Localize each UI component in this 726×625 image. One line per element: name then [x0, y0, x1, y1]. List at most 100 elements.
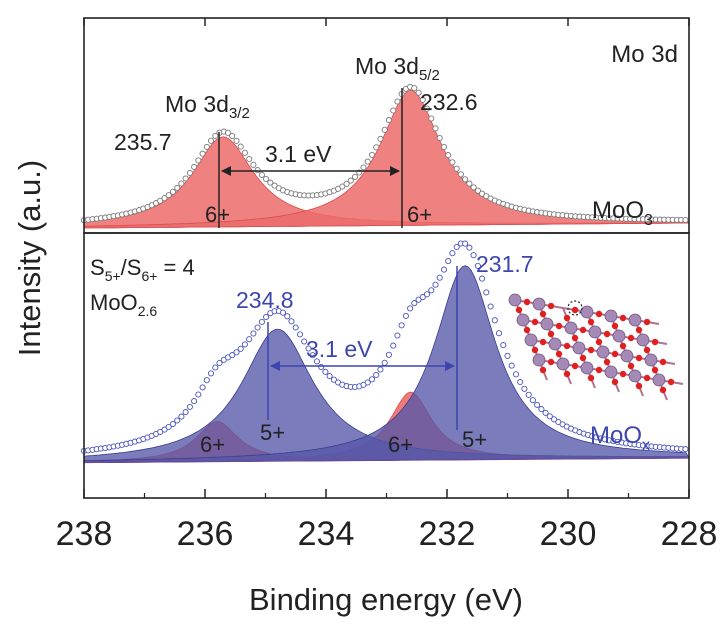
bottom-data-point — [309, 352, 316, 359]
bottom-data-point — [326, 373, 333, 380]
bottom-data-point — [398, 322, 405, 329]
bottom-data-point — [470, 252, 477, 259]
bottom-data-point — [161, 426, 168, 433]
top-data-point — [453, 165, 460, 172]
bottom-data-point — [500, 342, 507, 349]
bottom-data-point — [195, 391, 202, 398]
bottom-peak2-position: 231.7 — [476, 251, 534, 277]
top-data-point — [360, 164, 367, 171]
crystal-molybdenum — [564, 321, 578, 335]
crystal-oxygen — [595, 366, 603, 374]
top-data-point — [373, 144, 380, 151]
bottom-data-point — [390, 342, 397, 349]
bottom-baseline — [83, 457, 690, 464]
bottom-data-point — [385, 351, 392, 358]
crystal-oxygen — [619, 342, 627, 350]
top-splitting-label: 3.1 eV — [265, 141, 332, 167]
top-data-point — [368, 151, 376, 158]
top-data-point — [466, 180, 473, 187]
top-data-point — [199, 150, 206, 157]
crystal-oxygen — [635, 382, 643, 390]
top-data-point — [186, 169, 193, 177]
crystal-oxygen — [579, 354, 587, 362]
top-peak2-position: 232.6 — [420, 89, 478, 115]
top-data-point — [233, 137, 240, 144]
bottom-data-point — [203, 377, 210, 384]
crystal-oxygen — [667, 378, 675, 386]
bottom-data-point — [229, 352, 236, 359]
crystal-oxygen — [643, 346, 651, 354]
crystal-oxygen — [587, 374, 595, 382]
crystal-oxygen — [571, 334, 579, 342]
top-data-point — [436, 134, 443, 142]
x-tick-label: 230 — [540, 515, 597, 553]
bottom-data-point — [322, 368, 329, 375]
crystal-molybdenum — [548, 337, 562, 351]
crystal-molybdenum — [620, 349, 634, 363]
bottom-data-point — [207, 370, 215, 377]
crystal-oxygen — [555, 350, 563, 358]
bottom-data-point — [432, 281, 439, 288]
bottom-data-point — [534, 401, 541, 408]
bottom-peak-fills — [83, 265, 690, 464]
crystal-oxygen — [619, 370, 627, 378]
crystal-oxygen — [659, 358, 667, 366]
crystal-molybdenum — [604, 365, 618, 379]
bottom-6plus-state-1: 6+ — [200, 432, 225, 457]
crystal-oxygen — [643, 374, 651, 382]
bottom-data-point — [411, 300, 418, 307]
crystal-oxygen — [547, 358, 555, 366]
y-axis-title: Intensity (a.u.) — [12, 160, 47, 356]
bottom-data-point — [263, 313, 270, 321]
bottom-data-point — [394, 332, 401, 339]
crystal-oxygen — [611, 350, 619, 358]
top-sample-label: MoO3 — [592, 197, 653, 229]
crystal-oxygen — [603, 358, 611, 366]
top-data-point — [457, 171, 464, 178]
bottom-data-point — [284, 313, 291, 320]
crystal-oxygen — [595, 338, 603, 346]
crystal-oxygen — [635, 326, 643, 334]
bottom-data-markers — [80, 240, 689, 454]
top-data-point — [165, 192, 172, 199]
top-data-point — [182, 175, 189, 182]
bottom-data-point — [462, 240, 469, 247]
bottom-data-point — [474, 262, 481, 269]
top-data-point — [364, 158, 371, 165]
top-data-point — [237, 143, 244, 150]
crystal-oxygen — [547, 330, 555, 338]
top-data-point — [241, 149, 248, 156]
crystal-oxygen — [627, 362, 635, 370]
crystal-molybdenum — [596, 345, 610, 359]
top-data-point — [445, 152, 452, 159]
top-data-point — [195, 157, 202, 164]
top-data-point — [246, 155, 253, 163]
bottom-data-point — [407, 305, 414, 312]
bottom-data-point — [373, 371, 380, 379]
crystal-molybdenum — [516, 313, 530, 327]
top-data-point — [169, 188, 176, 195]
bottom-data-point — [364, 379, 371, 386]
bottom-data-point — [258, 318, 265, 325]
bottom-data-point — [538, 406, 545, 413]
top-data-point — [212, 132, 219, 139]
bottom-data-point — [233, 349, 240, 356]
crystal-structure-image — [508, 293, 684, 401]
bottom-data-point — [178, 413, 185, 420]
bottom-data-point — [445, 258, 452, 265]
bottom-data-point — [495, 330, 503, 337]
panel-label: Mo 3d — [611, 41, 678, 68]
x-axis-ticks: 238 236 234 232 230 228 — [56, 18, 718, 553]
bottom-arrow-head-left — [270, 361, 280, 371]
crystal-oxygen — [603, 330, 611, 338]
bottom-data-point — [377, 366, 384, 373]
crystal-molybdenum — [556, 357, 570, 371]
top-arrow-head-left — [221, 166, 231, 176]
x-tick-label: 228 — [661, 515, 718, 553]
crystal-oxygen — [571, 362, 579, 370]
oxygen-vacancy-marker — [567, 300, 583, 316]
bottom-data-point — [165, 423, 172, 431]
crystal-oxygen — [539, 310, 547, 318]
bottom-data-point — [504, 352, 511, 359]
